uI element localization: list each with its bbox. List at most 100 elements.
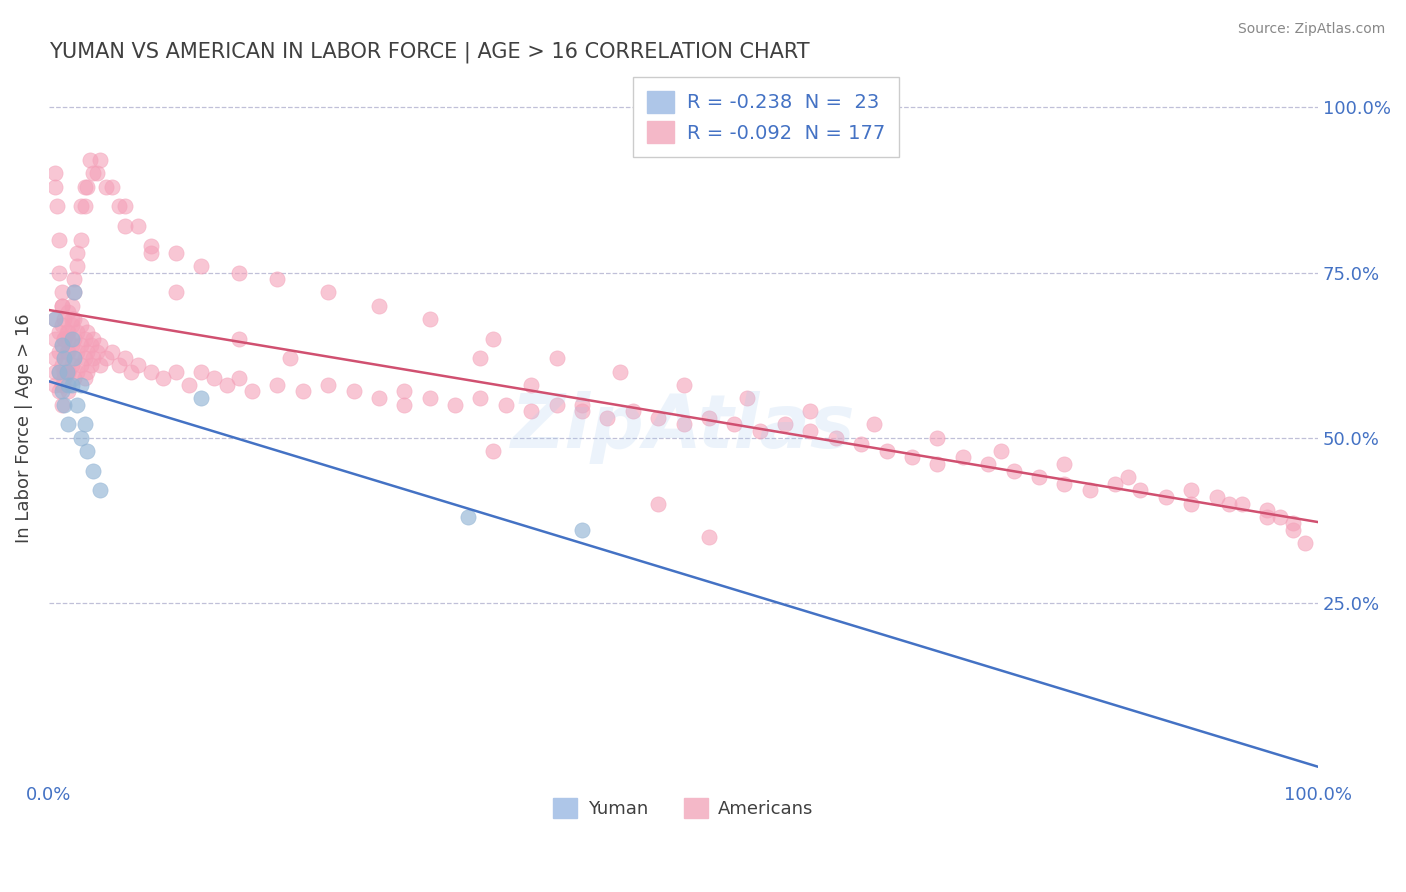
Point [55,344,77,359]
Point [51,299,73,313]
Point [89,153,111,168]
Point [596,410,619,425]
Point [672,417,695,432]
Point [1180,483,1202,498]
Point [69,318,91,333]
Point [56,417,79,432]
Point [82,332,104,346]
Point [571,398,593,412]
Point [177,377,200,392]
Point [56,332,79,346]
Point [56,377,79,392]
Point [228,371,250,385]
Text: ZipAtlas: ZipAtlas [512,392,856,464]
Point [571,523,593,537]
Point [621,404,644,418]
Point [76,365,98,379]
Point [60,318,83,333]
Point [66,325,89,339]
Point [69,431,91,445]
Point [1281,516,1303,531]
Point [94,351,117,366]
Point [927,457,949,471]
Point [202,371,225,385]
Point [851,437,873,451]
Point [69,358,91,372]
Point [63,311,86,326]
Point [53,332,76,346]
Point [60,299,83,313]
Point [69,338,91,352]
Point [316,285,339,300]
Point [73,417,96,432]
Point [647,410,669,425]
Point [1002,464,1025,478]
Point [63,351,86,366]
Point [190,365,212,379]
Point [48,325,70,339]
Point [165,245,187,260]
Point [101,179,124,194]
Point [482,443,505,458]
Point [55,365,77,379]
Point [1268,509,1291,524]
Point [48,384,70,399]
Point [69,377,91,392]
Point [901,450,924,465]
Point [48,233,70,247]
Point [73,351,96,366]
Point [63,285,86,300]
Point [114,351,136,366]
Text: YUMAN VS AMERICAN IN LABOR FORCE | AGE > 16 CORRELATION CHART: YUMAN VS AMERICAN IN LABOR FORCE | AGE >… [49,42,810,63]
Point [927,431,949,445]
Point [571,404,593,418]
Point [80,338,103,352]
Point [697,410,720,425]
Point [44,351,66,366]
Point [51,338,73,352]
Point [1078,483,1101,498]
Point [82,351,104,366]
Point [228,266,250,280]
Point [63,332,86,346]
Point [51,384,73,399]
Point [139,239,162,253]
Point [66,398,89,412]
Point [394,398,416,412]
Point [368,391,391,405]
Point [114,199,136,213]
Y-axis label: In Labor Force | Age > 16: In Labor Force | Age > 16 [15,313,32,542]
Point [63,285,86,300]
Point [240,384,263,399]
Point [482,332,505,346]
Point [647,497,669,511]
Point [1053,457,1076,471]
Point [86,166,108,180]
Point [60,332,83,346]
Point [51,358,73,372]
Point [89,483,111,498]
Point [76,179,98,194]
Point [51,299,73,313]
Point [89,358,111,372]
Point [799,404,821,418]
Point [55,365,77,379]
Point [45,199,67,213]
Point [127,219,149,234]
Point [60,358,83,372]
Point [824,431,846,445]
Point [1028,470,1050,484]
Point [1053,476,1076,491]
Point [470,391,492,405]
Text: Source: ZipAtlas.com: Source: ZipAtlas.com [1237,22,1385,37]
Point [48,365,70,379]
Point [672,377,695,392]
Point [86,344,108,359]
Point [419,311,441,326]
Point [394,384,416,399]
Point [152,371,174,385]
Point [56,305,79,319]
Point [139,245,162,260]
Point [215,377,238,392]
Point [53,311,76,326]
